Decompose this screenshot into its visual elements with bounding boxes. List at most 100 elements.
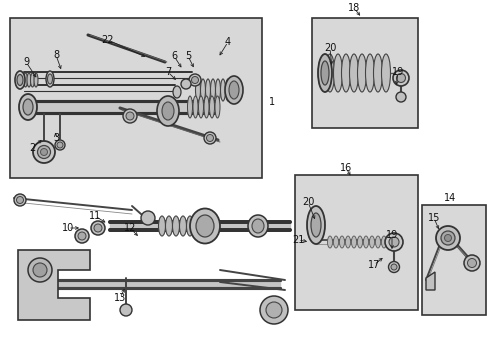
Circle shape [91,221,105,235]
Ellipse shape [15,71,25,89]
Ellipse shape [27,73,31,87]
Ellipse shape [333,236,338,248]
Ellipse shape [38,145,50,158]
Circle shape [181,79,191,89]
Ellipse shape [341,54,350,92]
Ellipse shape [57,142,63,148]
Ellipse shape [381,54,390,92]
Text: 12: 12 [123,223,136,233]
Ellipse shape [123,109,137,123]
Ellipse shape [41,148,47,156]
Ellipse shape [46,71,54,87]
Bar [421,205,485,315]
Circle shape [14,194,26,206]
Ellipse shape [345,236,350,248]
Ellipse shape [349,54,358,92]
Ellipse shape [172,216,179,236]
Text: 21: 21 [291,235,304,245]
Ellipse shape [23,73,27,87]
Ellipse shape [369,236,374,248]
Text: 7: 7 [164,67,171,77]
Ellipse shape [198,96,203,118]
Text: 19: 19 [391,67,403,77]
Text: 6: 6 [171,51,177,61]
Text: 2: 2 [29,143,35,153]
Circle shape [260,296,287,324]
Text: 22: 22 [102,35,114,45]
Text: 14: 14 [443,193,455,203]
Bar [311,18,417,128]
Ellipse shape [158,216,165,236]
Text: 4: 4 [224,37,231,47]
Ellipse shape [173,86,181,98]
Circle shape [191,77,198,84]
Circle shape [141,211,155,225]
Ellipse shape [205,79,210,101]
Circle shape [463,255,479,271]
Ellipse shape [193,96,198,118]
Ellipse shape [55,140,65,150]
Ellipse shape [157,96,179,126]
Ellipse shape [351,236,356,248]
Ellipse shape [381,236,386,248]
Circle shape [75,229,89,243]
Text: 9: 9 [23,57,29,67]
Ellipse shape [320,61,328,85]
Text: 17: 17 [367,260,379,270]
Text: 8: 8 [53,50,59,60]
Ellipse shape [225,79,230,101]
Ellipse shape [325,54,334,92]
Ellipse shape [165,216,172,236]
Circle shape [392,70,408,86]
Circle shape [388,237,398,247]
Ellipse shape [19,94,37,120]
Ellipse shape [363,236,368,248]
Circle shape [78,232,86,240]
Bar [10,18,262,178]
Ellipse shape [203,132,216,144]
Ellipse shape [179,216,186,236]
Ellipse shape [247,215,267,237]
Ellipse shape [333,54,342,92]
Circle shape [189,74,201,86]
Ellipse shape [23,99,33,115]
Ellipse shape [339,236,344,248]
Ellipse shape [373,54,382,92]
Text: 11: 11 [89,211,101,221]
Ellipse shape [209,96,214,118]
Ellipse shape [203,96,208,118]
Ellipse shape [20,73,24,87]
Polygon shape [18,250,90,320]
Text: 15: 15 [427,213,439,223]
Circle shape [395,92,405,102]
Ellipse shape [126,112,134,120]
Text: 20: 20 [301,197,314,207]
Text: 3: 3 [53,133,59,143]
Circle shape [440,231,454,245]
Ellipse shape [357,236,362,248]
Ellipse shape [200,79,205,101]
Circle shape [28,258,52,282]
Ellipse shape [251,219,264,233]
Text: 19: 19 [385,230,397,240]
Ellipse shape [17,75,23,85]
Text: 5: 5 [184,51,191,61]
Ellipse shape [375,236,380,248]
Ellipse shape [190,208,220,243]
Bar [294,175,417,310]
Ellipse shape [327,236,332,248]
Ellipse shape [306,206,325,244]
Ellipse shape [224,76,243,104]
Circle shape [120,304,132,316]
Ellipse shape [317,54,331,92]
Ellipse shape [365,54,374,92]
Ellipse shape [228,81,239,99]
Text: 18: 18 [347,3,359,13]
Ellipse shape [34,73,38,87]
Ellipse shape [195,79,200,101]
Circle shape [17,197,23,203]
Circle shape [467,258,475,267]
Text: 16: 16 [339,163,351,173]
Ellipse shape [357,54,366,92]
Text: 1: 1 [268,97,274,107]
